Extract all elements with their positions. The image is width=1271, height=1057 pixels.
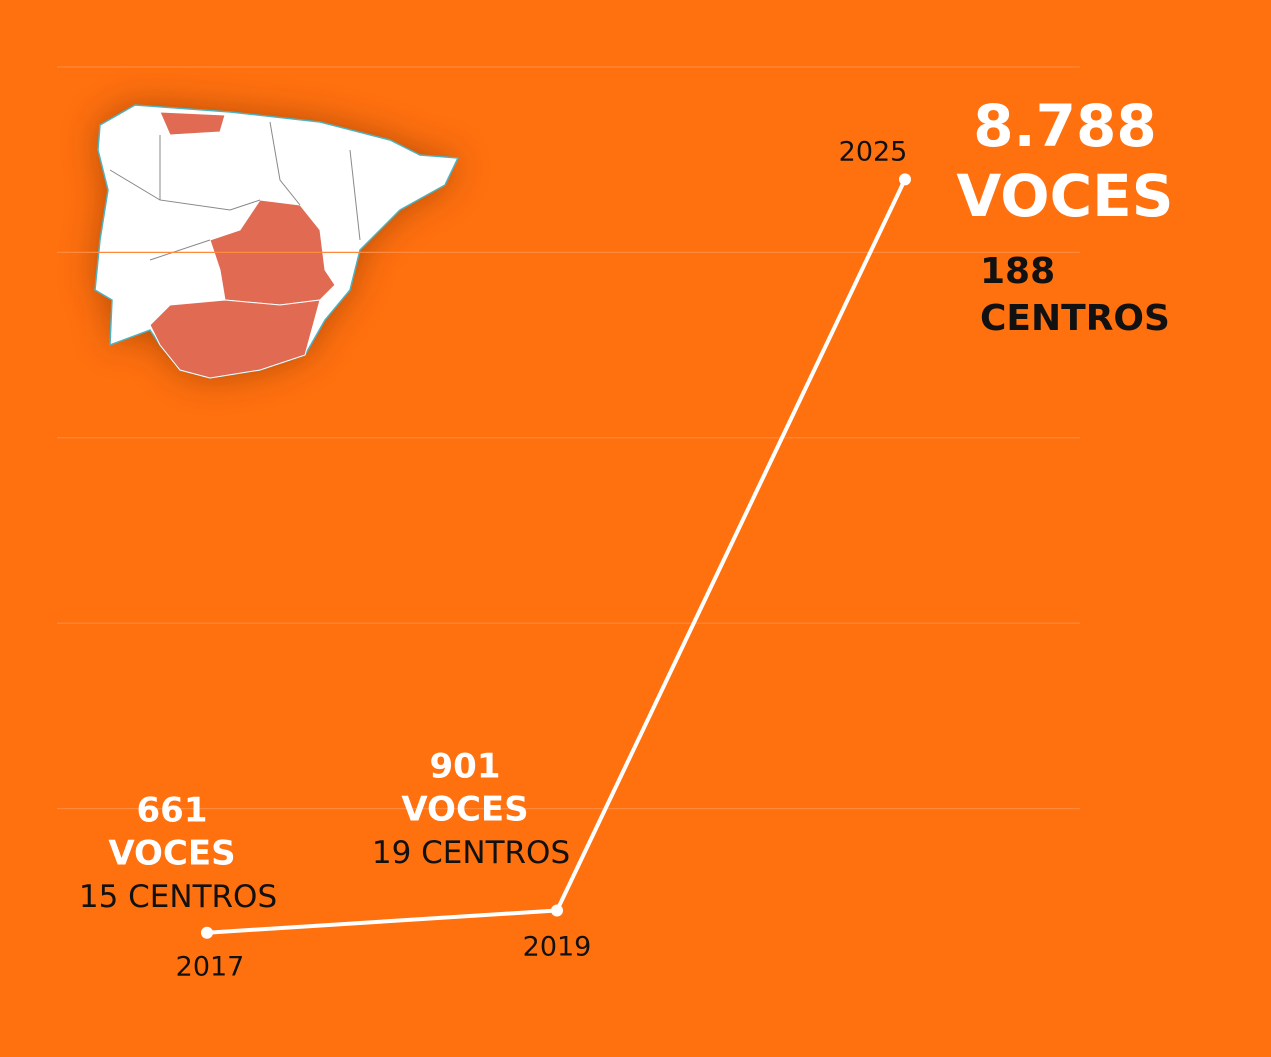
centros-unit: CENTROS [980, 298, 1170, 339]
year-label: 2017 [176, 952, 245, 983]
centros-count: 19 [372, 835, 411, 871]
value-label: 901 [430, 747, 501, 787]
centros-count: 188 [980, 251, 1055, 292]
unit-label: VOCES [956, 162, 1173, 230]
centros-label: 15 CENTROS [79, 879, 277, 915]
map [94, 104, 460, 379]
centros-unit: CENTROS [128, 879, 277, 915]
value-label: 661 [137, 791, 208, 831]
unit-label: VOCES [401, 790, 528, 830]
point [899, 173, 911, 186]
centros-count: 15 [79, 879, 118, 915]
year-label: 2025 [839, 137, 908, 168]
point [201, 926, 213, 939]
value-label: 8.788 [973, 92, 1156, 160]
year-label: 2019 [523, 932, 592, 963]
point [551, 904, 563, 917]
centros-label: 19 CENTROS [372, 835, 570, 871]
centros-unit: CENTROS [421, 835, 570, 871]
unit-label: VOCES [108, 834, 235, 874]
